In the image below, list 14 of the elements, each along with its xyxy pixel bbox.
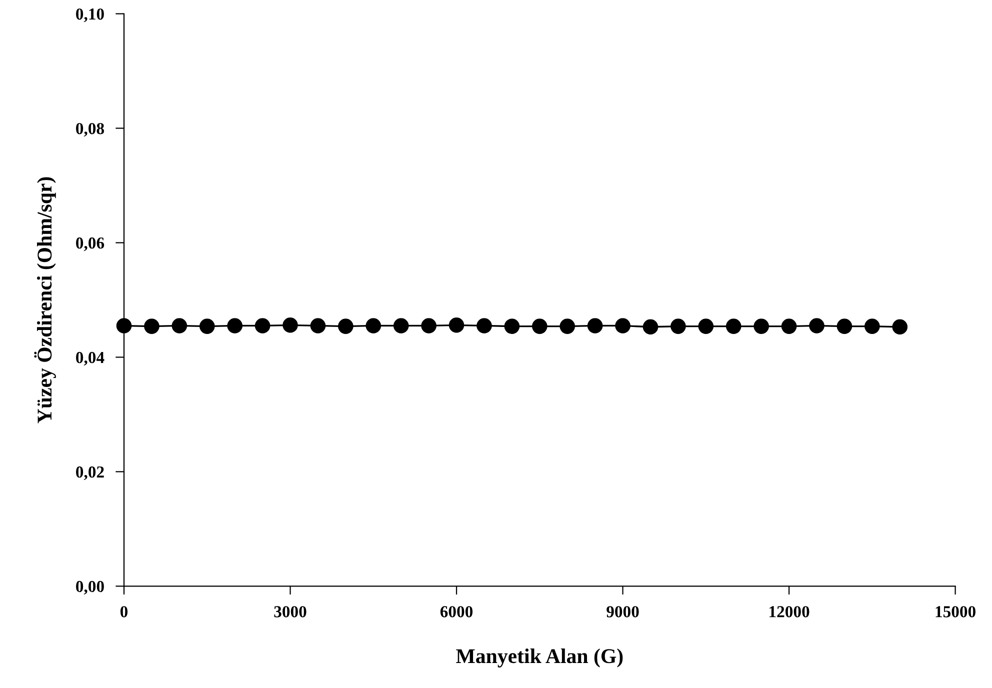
y-tick-label: 0,08 <box>76 122 104 137</box>
x-tick-label: 12000 <box>770 606 810 618</box>
x-tick-label: 9000 <box>606 606 639 618</box>
y-tick-label: 0,10 <box>76 8 104 22</box>
x-axis-title: Manyetik Alan (G) <box>456 648 623 668</box>
x-tick-label: 0 <box>120 606 128 618</box>
x-tick-label: 6000 <box>440 606 473 618</box>
y-tick-label: 0,04 <box>76 352 104 366</box>
x-tick-label: 15000 <box>936 606 976 618</box>
y-tick-label: 0,06 <box>76 237 104 252</box>
y-axis-title: Yüzey Özdirenci (Ohm/sqr) <box>34 177 56 424</box>
y-tick-label: 0,02 <box>76 466 104 480</box>
y-tick-label: 0,00 <box>76 580 104 595</box>
x-tick-label: 3000 <box>274 606 306 618</box>
